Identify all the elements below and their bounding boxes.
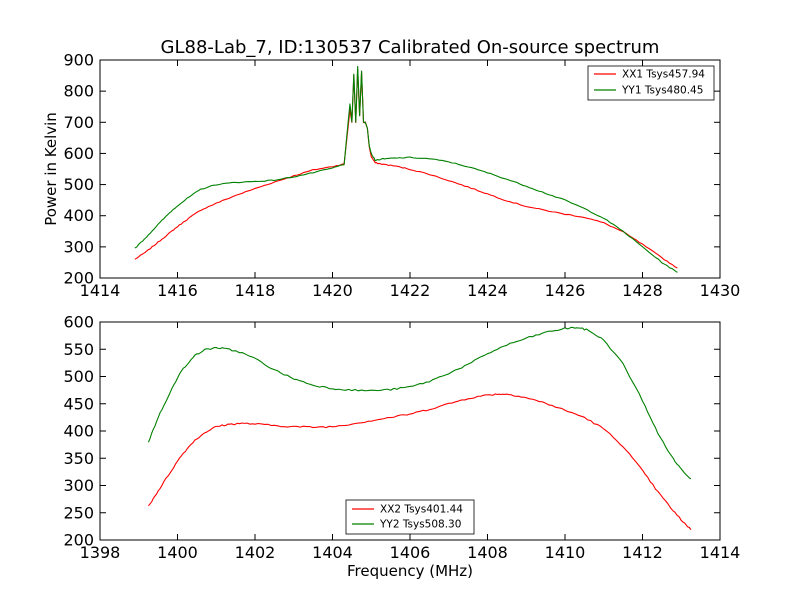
legend-label-xx1: XX1 Tsys457.94 [622,69,705,81]
figure-title: GL88-Lab_7, ID:130537 Calibrated On-sour… [161,37,660,58]
top-x-tick-label: 1430 [700,281,741,300]
top-legend-box [587,65,715,101]
top-y-tick-label: 800 [63,82,94,101]
bottom-spectrum-panel: 1398 1400 1402 1404 1406 1408 1410 1412 1414 200 2… [63,313,740,581]
bottom-legend: XX2 Tsys401.44 YY2 Tsys508.30 [345,499,475,535]
bottom-y-tick-label: 250 [63,503,94,522]
top-series-line-2 [134,65,678,273]
bottom-x-tick-label: 1412 [622,543,663,562]
top-spectrum-panel: 1414 1416 1418 1420 1422 1424 1426 1428 1430 200 3… [42,51,740,301]
bottom-y-tick-label: 300 [63,476,94,495]
top-y-tick-label: 900 [63,51,94,70]
top-y-tick-label: 400 [63,206,94,225]
bottom-y-tick-label: 550 [63,340,94,359]
bottom-x-tick-label: 1398 [80,543,121,562]
bottom-x-tick-label: 1402 [235,543,276,562]
bottom-y-tick-label: 200 [63,531,94,550]
legend-label-xx2: XX2 Tsys401.44 [380,504,463,516]
top-y-axis-label: Power in Kelvin [42,112,60,226]
top-y-tick-label: 500 [63,175,94,194]
bottom-x-tick-label: 1404 [312,543,353,562]
bottom-x-tick-label: 1408 [467,543,508,562]
legend-label-yy2: YY2 Tsys508.30 [379,519,461,531]
top-x-tick-label: 1420 [312,281,353,300]
top-x-tick-label: 1414 [80,281,121,300]
bottom-y-tick-label: 500 [63,367,94,386]
bottom-y-tick-label: 450 [63,394,94,413]
bottom-x-axis-label: Frequency (MHz) [347,562,473,580]
top-x-tick-label: 1424 [467,281,508,300]
bottom-legend-box [345,499,475,535]
top-legend: XX1 Tsys457.94 YY1 Tsys480.45 [587,65,715,101]
bottom-y-tick-label: 400 [63,422,94,441]
top-x-tick-label: 1416 [157,281,198,300]
top-y-tick-label: 600 [63,144,94,163]
top-y-tick-label: 700 [63,113,94,132]
bottom-x-tick-label: 1414 [700,543,741,562]
bottom-series-line-1 [148,393,692,530]
bottom-x-tick-label: 1400 [157,543,198,562]
top-x-tick-label: 1428 [622,281,663,300]
top-y-tick-label: 200 [63,269,94,288]
bottom-x-tick-label: 1410 [545,543,586,562]
legend-label-yy1: YY1 Tsys480.45 [621,85,703,97]
bottom-y-tick-label: 350 [63,449,94,468]
bottom-series-line-2 [147,326,692,480]
top-x-tick-label: 1422 [390,281,431,300]
top-x-tick-label: 1418 [235,281,276,300]
bottom-y-tick-label: 600 [63,313,94,332]
top-y-tick-label: 300 [63,237,94,256]
bottom-x-tick-label: 1406 [390,543,431,562]
top-x-tick-label: 1426 [545,281,586,300]
